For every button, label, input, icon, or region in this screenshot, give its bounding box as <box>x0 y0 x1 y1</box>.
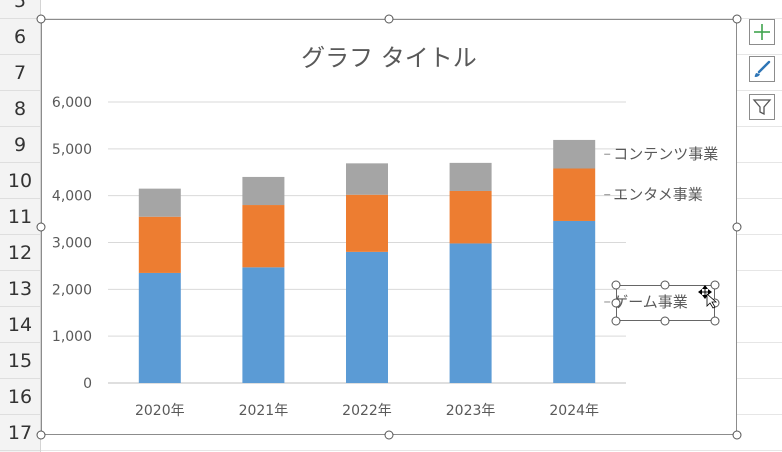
chart-resize-handle[interactable] <box>36 222 46 232</box>
chart-styles-button[interactable] <box>749 56 775 82</box>
series-label[interactable]: コンテンツ事業 <box>613 145 718 163</box>
x-tick-label: 2020年 <box>135 403 185 419</box>
bar-segment[interactable] <box>346 251 388 383</box>
row-header-11[interactable]: 11 <box>0 199 40 235</box>
label-resize-handle[interactable] <box>611 298 621 308</box>
chart-resize-handle[interactable] <box>384 430 394 440</box>
bar-segment[interactable] <box>346 163 388 195</box>
y-tick-label: 0 <box>83 376 92 392</box>
bar-segment[interactable] <box>138 216 181 273</box>
chart-elements-button[interactable] <box>749 19 775 45</box>
row-header-7[interactable]: 7 <box>0 55 40 91</box>
bar-segment[interactable] <box>449 190 492 244</box>
chart-resize-handle[interactable] <box>732 222 742 232</box>
chart-resize-handle[interactable] <box>732 430 742 440</box>
sheet-row <box>41 415 782 451</box>
y-tick-label: 4,000 <box>52 189 92 205</box>
bar-segment[interactable] <box>242 176 285 206</box>
row-header-8[interactable]: 8 <box>0 91 40 127</box>
chart-title[interactable]: グラフ タイトル <box>301 44 477 72</box>
row-header-16[interactable]: 16 <box>0 379 40 415</box>
bar-segment[interactable] <box>449 243 492 383</box>
row-header-6[interactable]: 6 <box>0 19 40 55</box>
x-tick-label: 2023年 <box>446 403 496 419</box>
bar-segment[interactable] <box>553 139 596 169</box>
bar-segment[interactable] <box>553 220 596 383</box>
series-label[interactable]: エンタメ事業 <box>613 186 703 204</box>
plus-icon <box>754 24 770 40</box>
chart-resize-handle[interactable] <box>732 14 742 24</box>
bar-segment[interactable] <box>553 168 596 221</box>
sheet-row <box>41 0 782 19</box>
series-label[interactable]: ゲーム事業 <box>613 293 688 311</box>
label-resize-handle[interactable] <box>710 298 720 308</box>
bar-segment[interactable] <box>242 205 285 268</box>
y-tick-label: 2,000 <box>52 282 92 298</box>
row-header-5[interactable]: 5 <box>0 0 40 19</box>
row-header-15[interactable]: 15 <box>0 343 40 379</box>
label-resize-handle[interactable] <box>611 280 621 290</box>
chart-resize-handle[interactable] <box>36 430 46 440</box>
row-header-14[interactable]: 14 <box>0 307 40 343</box>
y-tick-label: 1,000 <box>52 329 92 345</box>
label-resize-handle[interactable] <box>660 316 670 326</box>
row-header-12[interactable]: 12 <box>0 235 40 271</box>
brush-icon <box>754 60 771 77</box>
y-tick-label: 5,000 <box>52 142 92 158</box>
bar-segment[interactable] <box>449 162 492 191</box>
bar-segment[interactable] <box>138 272 181 383</box>
funnel-icon <box>752 99 772 116</box>
label-resize-handle[interactable] <box>660 280 670 290</box>
chart-filters-button[interactable] <box>749 94 775 120</box>
x-tick-label: 2024年 <box>549 403 599 419</box>
bar-segment[interactable] <box>346 194 388 252</box>
bar-segment[interactable] <box>138 188 181 217</box>
row-header-17[interactable]: 17 <box>0 415 40 451</box>
label-resize-handle[interactable] <box>611 316 621 326</box>
y-tick-label: 3,000 <box>52 236 92 252</box>
bar-segment[interactable] <box>242 267 285 383</box>
y-tick-label: 6,000 <box>52 95 92 111</box>
row-header-13[interactable]: 13 <box>0 271 40 307</box>
chart-resize-handle[interactable] <box>384 14 394 24</box>
x-tick-label: 2021年 <box>239 403 289 419</box>
chart-resize-handle[interactable] <box>36 14 46 24</box>
label-resize-handle[interactable] <box>710 316 720 326</box>
row-header-10[interactable]: 10 <box>0 163 40 199</box>
label-resize-handle[interactable] <box>710 280 720 290</box>
row-header-9[interactable]: 9 <box>0 127 40 163</box>
x-tick-label: 2022年 <box>342 403 392 419</box>
